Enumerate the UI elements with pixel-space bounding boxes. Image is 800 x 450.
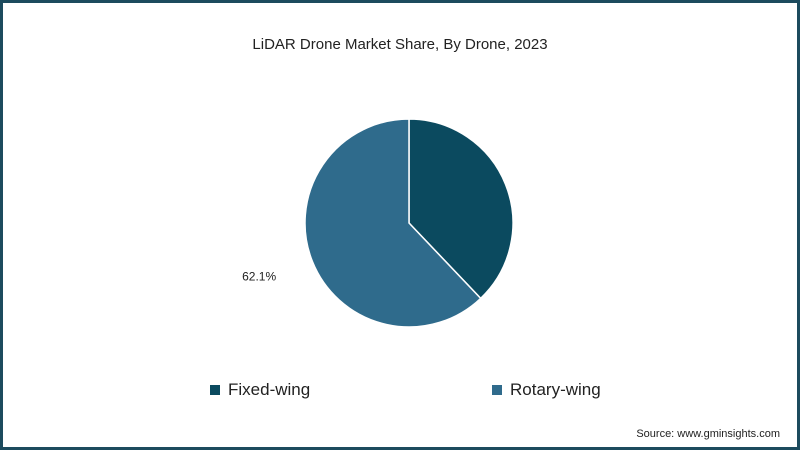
pie-slice-fixed-wing [408,118,514,300]
legend-swatch [210,385,220,395]
legend-item-rotary-wing: Rotary-wing [492,380,601,400]
data-label: 62.1% [242,270,276,284]
source-note: Source: www.gminsights.com [636,428,780,440]
legend-swatch [492,385,502,395]
legend-label: Rotary-wing [510,380,601,399]
legend-item-fixed-wing: Fixed-wing [210,380,310,400]
pie-slice-rotary-wing [304,118,482,328]
chart-title: LiDAR Drone Market Share, By Drone, 2023 [252,36,548,53]
legend-label: Fixed-wing [228,380,311,399]
